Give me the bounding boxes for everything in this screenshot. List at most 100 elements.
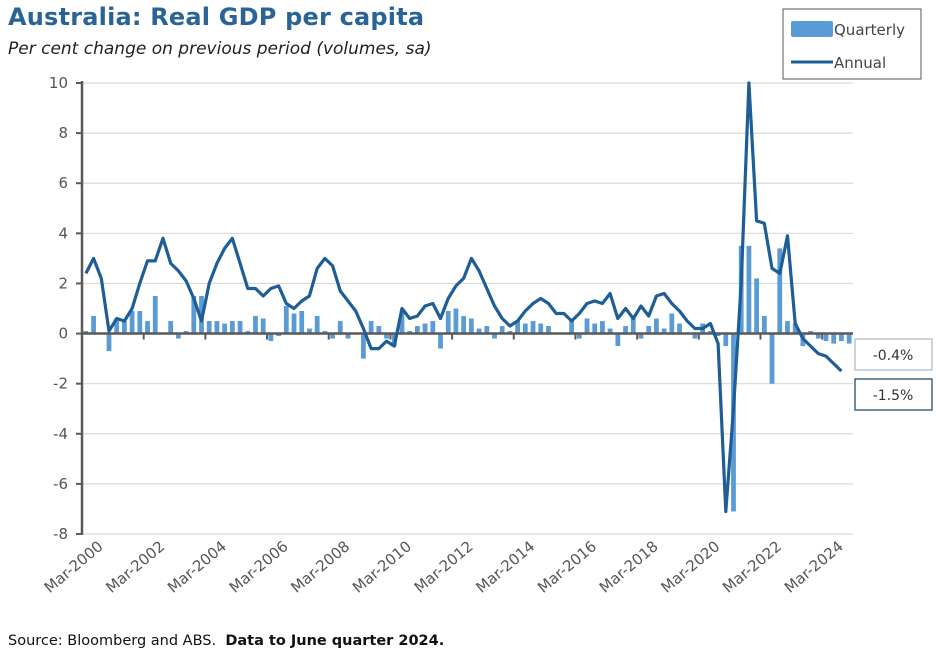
- quarterly-bar: [145, 321, 150, 334]
- annual-line: [84, 81, 843, 514]
- quarterly-bar: [507, 331, 513, 334]
- x-tick-label: Mar-2024: [781, 537, 847, 596]
- quarterly-bar: [399, 311, 405, 334]
- quarterly-bar: [422, 323, 428, 334]
- y-tick-label: -2: [53, 375, 68, 393]
- quarterly-bar: [430, 321, 436, 334]
- quarterly-bar: [307, 328, 312, 334]
- quarterly-bar: [83, 331, 89, 334]
- x-tick-label: Mar-2014: [472, 537, 538, 596]
- x-tick-label: Mar-2010: [349, 537, 415, 596]
- quarterly-bar: [692, 333, 698, 339]
- quarterly-bar: [808, 331, 813, 334]
- quarterly-bar: [515, 321, 521, 334]
- quarterly-bar: [815, 333, 821, 339]
- quarterly-bar: [106, 333, 112, 352]
- quarterly-bar: [461, 316, 467, 334]
- x-tick-label: Mar-2008: [287, 537, 353, 596]
- quarterly-bar: [407, 331, 413, 334]
- quarterly-bar: [361, 333, 366, 359]
- quarterly-last-value: -0.4%: [873, 348, 914, 364]
- quarterly-bar: [376, 326, 382, 334]
- quarterly-bar: [91, 316, 96, 334]
- x-tick-label: Mar-2018: [596, 537, 662, 596]
- quarterly-bar: [222, 323, 228, 334]
- y-tick-label: -4: [53, 425, 68, 443]
- y-axis: -8 -6 -4 -2 0 2 4 6 8 10: [49, 74, 84, 543]
- quarterly-bar: [623, 326, 628, 334]
- y-tick-label: 0: [58, 325, 68, 343]
- y-tick-label: 10: [49, 74, 68, 92]
- quarterly-bar: [530, 321, 536, 334]
- annual-series-line: [84, 81, 843, 514]
- quarterly-bar: [615, 333, 621, 347]
- x-axis: Mar-2000Mar-2002Mar-2004Mar-2006Mar-2008…: [41, 333, 847, 597]
- chart-subtitle: Per cent change on previous period (volu…: [8, 39, 432, 59]
- quarterly-bar: [769, 333, 775, 384]
- quarterly-bar: [191, 295, 197, 334]
- legend-box: [782, 8, 922, 80]
- y-tick-label: -8: [53, 525, 68, 543]
- quarterly-bar: [569, 318, 574, 334]
- quarterly-bar: [229, 321, 235, 334]
- legend-quarterly-label: Quarterly: [834, 21, 905, 39]
- quarterly-bar: [792, 323, 798, 334]
- x-tick-label: Mar-2016: [534, 537, 600, 596]
- annual-last-value-box: [854, 378, 933, 411]
- quarterly-bar: [592, 323, 598, 334]
- x-tick-label: Mar-2020: [657, 537, 723, 596]
- y-tick-label: -6: [53, 475, 68, 493]
- quarterly-bar: [453, 308, 459, 334]
- quarterly-bar: [607, 328, 613, 334]
- quarterly-bar: [314, 316, 320, 334]
- quarterly-bar: [438, 333, 443, 349]
- quarterly-bar: [746, 245, 752, 334]
- x-tick-label: Mar-2004: [164, 537, 230, 596]
- quarterly-bar: [600, 321, 605, 334]
- quarterly-bar: [677, 323, 682, 334]
- quarterly-bar: [206, 321, 212, 334]
- quarterly-bar: [785, 321, 790, 334]
- quarterly-bar: [253, 316, 258, 334]
- legend: Quarterly Annual: [782, 8, 922, 80]
- chart-title: Australia: Real GDP per capita: [8, 3, 425, 31]
- quarterly-bar: [546, 326, 551, 334]
- quarterly-bar: [237, 321, 243, 334]
- quarterly-bar: [499, 326, 505, 334]
- quarterly-bar: [368, 321, 374, 334]
- quarterly-bar: [291, 313, 297, 334]
- quarterly-bar: [299, 311, 305, 334]
- quarterly-bar: [129, 311, 135, 334]
- y-tick-label: 2: [58, 274, 68, 292]
- quarterly-bar: [175, 333, 181, 339]
- quarterly-bar: [492, 333, 497, 339]
- quarterly-bar: [476, 328, 482, 334]
- quarterly-bar: [245, 331, 251, 334]
- quarterly-bar: [654, 318, 659, 334]
- quarterly-bar: [638, 333, 644, 339]
- quarterly-bar: [669, 313, 675, 334]
- quarterly-bar: [283, 305, 289, 334]
- quarterly-bar: [723, 333, 729, 347]
- quarterly-bar: [152, 295, 158, 334]
- quarterly-bar: [715, 333, 721, 337]
- legend-annual-label: Annual: [834, 54, 886, 72]
- quarterly-bar: [276, 333, 281, 337]
- y-tick-label: 8: [58, 124, 68, 142]
- quarterly-bar: [214, 321, 220, 334]
- quarterly-bar: [337, 321, 343, 334]
- quarterly-bar: [268, 333, 274, 342]
- annual-last-value: -1.5%: [873, 388, 914, 404]
- x-tick-label: Mar-2012: [411, 537, 477, 596]
- quarterly-bar: [538, 323, 544, 334]
- quarterly-bar: [661, 328, 667, 334]
- data-note: Data to June quarter 2024.: [225, 633, 445, 649]
- quarterly-bar: [831, 333, 837, 344]
- quarterly-bar: [484, 326, 490, 334]
- quarterly-bar: [183, 331, 189, 334]
- quarterly-bar: [414, 326, 420, 334]
- quarterly-bar: [761, 316, 767, 334]
- quarterly-bar: [707, 331, 713, 334]
- quarterly-bar: [122, 321, 127, 334]
- end-annotations: -0.4% -1.5%: [854, 338, 933, 411]
